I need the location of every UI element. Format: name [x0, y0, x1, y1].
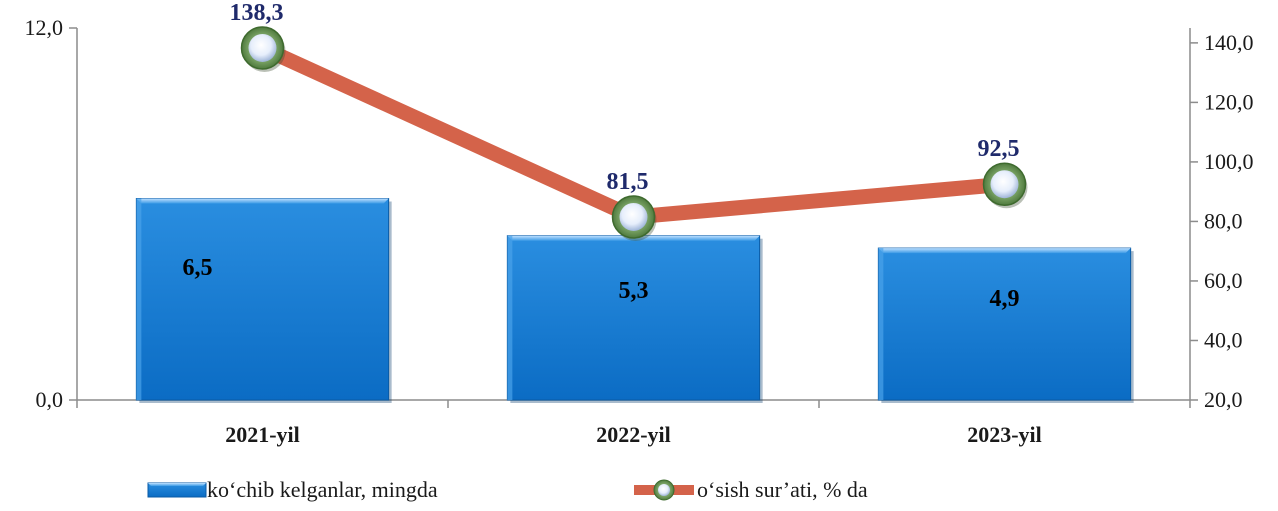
- right-tick-label: 20,0: [1204, 387, 1243, 412]
- legend-item-line: o‘sish sur’ati, % da: [634, 477, 868, 502]
- right-tick-label: 100,0: [1204, 149, 1254, 174]
- marker-center: [619, 202, 648, 231]
- legend: ko‘chib kelganlar, mingda o‘sish sur’ati,…: [147, 477, 868, 502]
- right-tick-label: 60,0: [1204, 268, 1243, 293]
- legend-label-line: o‘sish sur’ati, % da: [697, 477, 868, 502]
- bar-series: [135, 198, 1134, 403]
- line-series: [240, 26, 1028, 241]
- left-tick-label: 0,0: [36, 387, 64, 412]
- bar: [877, 247, 1132, 401]
- marker-center: [990, 170, 1019, 199]
- line-value-label: 138,3: [230, 0, 284, 26]
- line-marker: [982, 162, 1028, 209]
- right-tick-label: 40,0: [1204, 327, 1243, 352]
- legend-item-bar: ko‘chib kelganlar, mingda: [147, 477, 438, 502]
- legend-marker-center: [658, 484, 670, 496]
- line-marker: [611, 195, 657, 241]
- x-tick-label: 2021-yil: [225, 422, 300, 447]
- bar-value-label: 5,3: [619, 278, 649, 304]
- bar: [135, 198, 390, 401]
- bar-bevel-top: [136, 198, 389, 204]
- bar-bevel-left: [136, 198, 142, 400]
- right-tick-label: 140,0: [1204, 30, 1254, 55]
- bar-value-label: 4,9: [990, 286, 1020, 312]
- bar-group: [135, 198, 392, 403]
- data-labels: 6,5 5,3 4,9 138,3 81,5 92,5: [183, 0, 1020, 312]
- legend-label-bar: ko‘chib kelganlar, mingda: [207, 477, 438, 502]
- bar-bevel-left: [878, 248, 884, 400]
- marker-center: [248, 33, 277, 62]
- x-tick-label: 2023-yil: [967, 422, 1042, 447]
- left-tick-label: 12,0: [25, 15, 64, 40]
- bar-group: [506, 235, 763, 403]
- line-marker: [240, 26, 286, 72]
- line-value-label: 81,5: [607, 169, 649, 195]
- legend-bar-bevel: [148, 483, 206, 486]
- bar-group: [877, 247, 1134, 403]
- bar-value-label: 6,5: [183, 255, 213, 281]
- right-tick-label: 120,0: [1204, 89, 1254, 114]
- right-tick-label: 80,0: [1204, 208, 1243, 233]
- axes: 0,0 12,0 20,0 40,0 60,0 80,0 100,0 120,0 140,0 20…: [25, 15, 1254, 447]
- x-tick-label: 2022-yil: [596, 422, 671, 447]
- line-value-label: 92,5: [978, 136, 1020, 162]
- bar: [506, 235, 761, 401]
- bar-bevel-top: [878, 248, 1131, 254]
- bar-bevel-left: [507, 235, 513, 400]
